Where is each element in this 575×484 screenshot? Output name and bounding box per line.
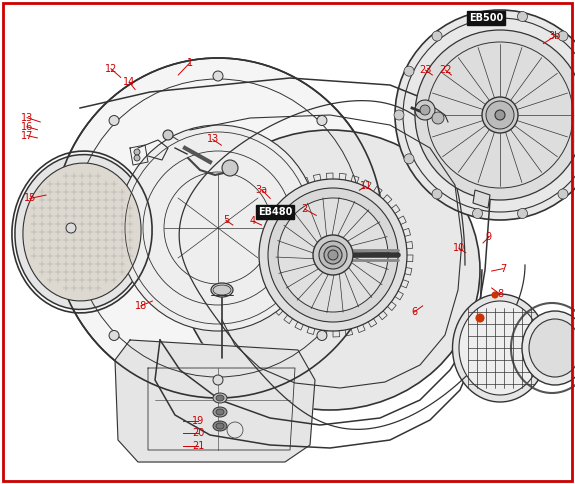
Ellipse shape	[213, 285, 231, 295]
Text: 15: 15	[24, 194, 36, 203]
Text: 14: 14	[123, 77, 136, 87]
Circle shape	[518, 209, 527, 218]
Text: 16: 16	[21, 122, 33, 132]
Text: 19: 19	[192, 416, 205, 426]
Text: 2: 2	[302, 204, 308, 214]
Text: 7: 7	[500, 264, 506, 273]
Text: EB500: EB500	[469, 14, 503, 23]
Ellipse shape	[216, 423, 224, 429]
Circle shape	[415, 100, 435, 120]
Circle shape	[432, 31, 442, 41]
Circle shape	[222, 160, 238, 176]
Circle shape	[476, 314, 484, 322]
Ellipse shape	[529, 319, 575, 377]
Text: 10: 10	[453, 243, 465, 253]
Circle shape	[404, 154, 414, 164]
Text: 11: 11	[359, 182, 372, 191]
Text: 21: 21	[192, 441, 205, 451]
Ellipse shape	[213, 421, 227, 431]
Text: 6: 6	[411, 307, 417, 317]
Circle shape	[394, 110, 404, 120]
Circle shape	[492, 292, 498, 298]
Ellipse shape	[453, 294, 547, 402]
Ellipse shape	[216, 395, 224, 401]
Circle shape	[109, 331, 119, 340]
Ellipse shape	[23, 163, 141, 301]
Circle shape	[163, 130, 173, 140]
Ellipse shape	[15, 154, 149, 309]
Text: 3a: 3a	[255, 185, 268, 195]
Circle shape	[360, 223, 370, 233]
Text: EB480: EB480	[258, 207, 292, 217]
Ellipse shape	[482, 97, 518, 133]
Ellipse shape	[395, 10, 575, 220]
Text: 12: 12	[105, 64, 117, 74]
Ellipse shape	[211, 283, 233, 297]
Ellipse shape	[213, 407, 227, 417]
Ellipse shape	[522, 311, 575, 385]
Ellipse shape	[180, 130, 480, 410]
Text: 3b: 3b	[549, 31, 561, 41]
Text: 17: 17	[21, 131, 33, 140]
Text: 13: 13	[206, 135, 219, 144]
Text: 18: 18	[135, 301, 147, 311]
Text: 1: 1	[187, 58, 193, 68]
Circle shape	[134, 149, 140, 155]
Circle shape	[404, 66, 414, 76]
Text: 20: 20	[192, 428, 205, 438]
Ellipse shape	[459, 301, 541, 395]
Circle shape	[558, 31, 568, 41]
Circle shape	[213, 71, 223, 81]
Circle shape	[109, 116, 119, 125]
Circle shape	[518, 12, 527, 21]
Ellipse shape	[495, 110, 505, 120]
Circle shape	[473, 209, 482, 218]
Ellipse shape	[268, 188, 398, 322]
Text: 5: 5	[223, 215, 229, 225]
Circle shape	[420, 105, 430, 115]
Circle shape	[66, 223, 76, 233]
Polygon shape	[115, 340, 315, 462]
Circle shape	[473, 12, 482, 21]
Ellipse shape	[216, 409, 224, 415]
Ellipse shape	[53, 58, 383, 398]
Text: 4: 4	[250, 216, 256, 226]
Ellipse shape	[319, 241, 347, 269]
Circle shape	[213, 375, 223, 385]
Circle shape	[432, 189, 442, 199]
Circle shape	[134, 155, 140, 161]
Ellipse shape	[328, 250, 338, 260]
Polygon shape	[473, 190, 490, 208]
Text: 23: 23	[419, 65, 432, 75]
Text: 22: 22	[439, 65, 452, 75]
Ellipse shape	[415, 30, 575, 200]
Ellipse shape	[486, 101, 514, 129]
Circle shape	[317, 116, 327, 125]
Ellipse shape	[324, 246, 342, 264]
Ellipse shape	[259, 179, 407, 331]
Circle shape	[317, 331, 327, 340]
Text: 8: 8	[497, 289, 503, 299]
Circle shape	[558, 189, 568, 199]
Ellipse shape	[213, 393, 227, 403]
Ellipse shape	[118, 125, 318, 331]
Ellipse shape	[278, 198, 388, 312]
Ellipse shape	[313, 235, 353, 275]
Text: 13: 13	[21, 113, 33, 122]
Text: 9: 9	[486, 232, 492, 242]
Circle shape	[432, 112, 444, 124]
